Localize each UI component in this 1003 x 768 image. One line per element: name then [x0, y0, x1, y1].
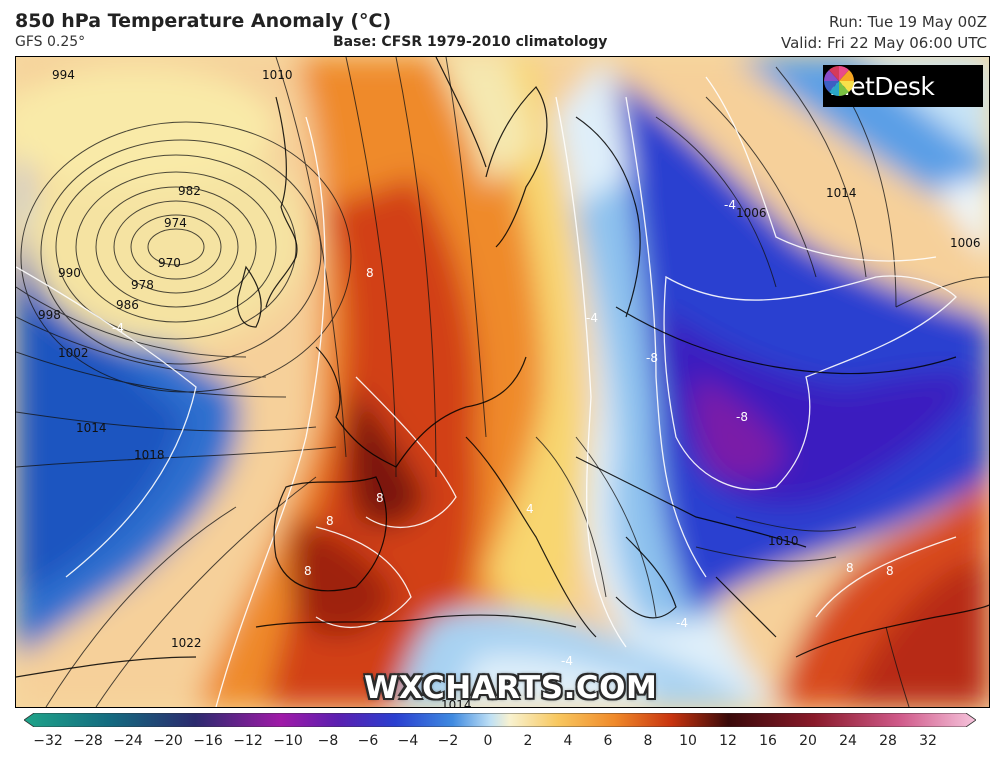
coastlines — [16, 57, 989, 678]
pressure-label: 970 — [158, 256, 181, 270]
colorbar-tick-label: −2 — [437, 733, 459, 749]
anomaly-label: 8 — [304, 564, 312, 578]
colorbar-tick-label: −6 — [357, 733, 379, 749]
colorbar — [24, 713, 976, 727]
anomaly-label: -4 — [586, 311, 598, 325]
colorbar-tick-label: 20 — [799, 733, 817, 749]
pressure-label: 1006 — [950, 236, 981, 250]
anomaly-label: -4 — [561, 654, 573, 668]
isobars — [16, 57, 989, 707]
pressure-label: 994 — [52, 68, 75, 82]
colorbar-tick-label: 6 — [603, 733, 613, 749]
colorbar-tick-label: −16 — [193, 733, 223, 749]
colorbar-tick-label: 8 — [643, 733, 653, 749]
colorbar-tick-label: −32 — [33, 733, 63, 749]
anomaly-label: 8 — [376, 491, 384, 505]
anomaly-label: -4 — [724, 198, 736, 212]
pressure-label: 1010 — [262, 68, 293, 82]
pressure-label: 1002 — [58, 346, 89, 360]
pressure-label: 1006 — [736, 206, 767, 220]
colorbar-tick-label: 16 — [759, 733, 777, 749]
colorbar-tick-label: 24 — [839, 733, 857, 749]
run-time-label: Run: Tue 19 May 00Z — [829, 13, 987, 31]
pressure-label: 986 — [116, 298, 139, 312]
pressure-label: 982 — [178, 184, 201, 198]
colorbar-tick-label: −8 — [317, 733, 339, 749]
anomaly-map[interactable]: 994 1010 1006 982 974 970 978 990 986 99… — [15, 56, 990, 708]
anomaly-label: 8 — [886, 564, 894, 578]
pressure-label: 1014 — [441, 698, 472, 707]
anomaly-contours — [16, 76, 957, 707]
model-label: GFS 0.25° — [15, 34, 86, 50]
colorbar-tick-label: 12 — [719, 733, 737, 749]
anomaly-field — [16, 57, 989, 707]
climatology-base-label: Base: CFSR 1979-2010 climatology — [333, 34, 608, 50]
colorbar-tick-label: −12 — [233, 733, 263, 749]
colorbar-tick-label: 28 — [879, 733, 897, 749]
pressure-label: 1018 — [134, 448, 165, 462]
anomaly-label: -4 — [112, 321, 124, 335]
anomaly-label: -4 — [676, 616, 688, 630]
colorbar-tick-label: −10 — [273, 733, 303, 749]
pressure-label: 990 — [58, 266, 81, 280]
pressure-label: 998 — [38, 308, 61, 322]
chart-title: 850 hPa Temperature Anomaly (°C) — [15, 10, 392, 32]
anomaly-label: -8 — [646, 351, 658, 365]
anomaly-label: 8 — [326, 514, 334, 528]
anomaly-label: 8 — [846, 561, 854, 575]
colorbar-tick-label: −28 — [73, 733, 103, 749]
map-canvas: 994 1010 1006 982 974 970 978 990 986 99… — [16, 57, 989, 707]
colorbar-tick-label: 4 — [563, 733, 573, 749]
colorbar-tick-label: 10 — [679, 733, 697, 749]
metdesk-pinwheel-icon — [824, 66, 854, 96]
pressure-label: 1022 — [171, 636, 202, 650]
colorbar-ticks: −32 −28 −24 −20 −16 −12 −10 −8 −6 −4 −2 0 2 4 6 8 10 12 16… — [0, 733, 1003, 753]
anomaly-labels: -4 -4 -8 -4 -4 -4 8 8 8 8 8 8 4 -8 — [112, 198, 894, 668]
colorbar-tick-label: −4 — [397, 733, 419, 749]
colorbar-tick-label: 32 — [919, 733, 937, 749]
pressure-label: 1014 — [76, 421, 107, 435]
pressure-label: 978 — [131, 278, 154, 292]
metdesk-logo: MetDesk — [823, 65, 983, 107]
colorbar-tick-label: 2 — [523, 733, 533, 749]
pressure-label: 1014 — [826, 186, 857, 200]
colorbar-tick-label: 0 — [483, 733, 493, 749]
valid-time-label: Valid: Fri 22 May 06:00 UTC — [781, 34, 987, 52]
pressure-label: 974 — [164, 216, 187, 230]
colorbar-tick-label: −20 — [153, 733, 183, 749]
anomaly-label: -8 — [736, 410, 748, 424]
colorbar-tick-label: −24 — [113, 733, 143, 749]
anomaly-label: 4 — [526, 502, 534, 516]
pressure-labels: 994 1010 1006 982 974 970 978 990 986 99… — [38, 68, 981, 707]
pressure-label: 1010 — [768, 534, 799, 548]
wxcharts-watermark: WXCHARTS.COM — [364, 670, 658, 706]
anomaly-label: 8 — [366, 266, 374, 280]
